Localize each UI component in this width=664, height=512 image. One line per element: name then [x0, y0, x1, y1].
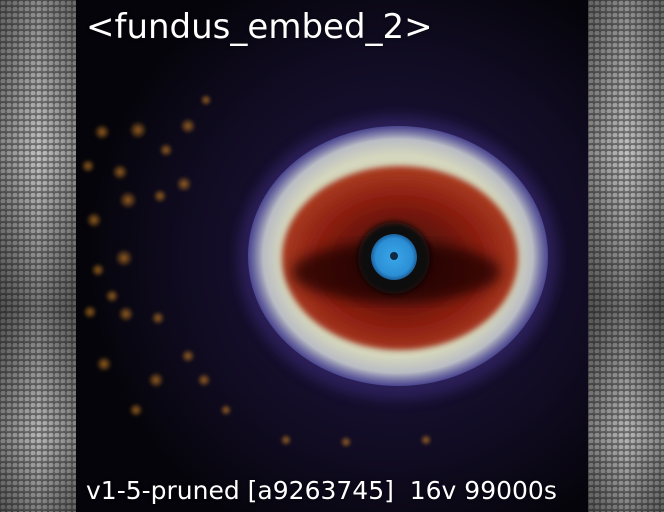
pupil-center [390, 252, 398, 260]
left-noise-panel [0, 0, 76, 512]
fundus-image [76, 0, 588, 512]
right-noise-panel [588, 0, 664, 512]
fundus-illustration [76, 0, 588, 512]
orange-spots [81, 94, 432, 448]
top-caption: <fundus_embed_2> [86, 7, 433, 47]
bottom-caption: v1-5-pruned [a9263745] 16v 99000s [86, 476, 557, 505]
